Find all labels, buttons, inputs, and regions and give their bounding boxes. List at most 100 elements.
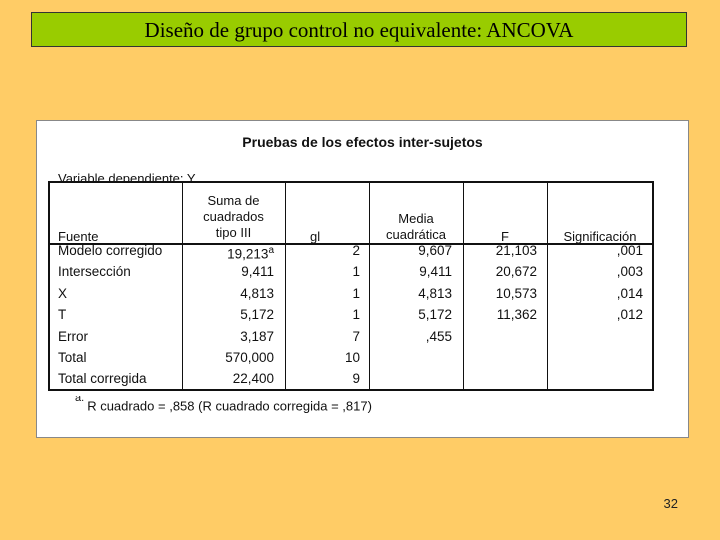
column-divider — [547, 183, 548, 389]
column-divider — [285, 183, 286, 389]
header-f: F — [501, 229, 509, 243]
page-number: 32 — [663, 496, 678, 511]
cell-f: 20,672 — [463, 261, 537, 282]
cell-sig: ,012 — [547, 304, 643, 325]
cell-value: 9,411 — [419, 264, 452, 280]
cell-sig: ,003 — [547, 261, 643, 282]
cell-suma: 3,187 — [182, 326, 274, 347]
cell-f: 11,362 — [463, 304, 537, 325]
cell-value: ,455 — [425, 328, 452, 344]
header-suma-line: tipo III — [215, 225, 252, 240]
cell-gl: 1 — [285, 283, 360, 304]
cell-sig — [547, 326, 643, 347]
cell-gl: 7 — [285, 326, 360, 347]
column-divider — [182, 183, 183, 389]
header-significacion: Significación — [563, 229, 637, 243]
cell-fuente: Error — [58, 326, 180, 347]
header-suma-line: Suma de — [207, 193, 260, 208]
header-media: Media cuadrática — [369, 211, 463, 243]
column-divider — [463, 183, 464, 389]
cell-media: 9,607 — [369, 240, 452, 261]
header-divider — [50, 243, 652, 245]
cell-value: 1 — [352, 307, 360, 323]
cell-value: 5,172 — [240, 307, 274, 323]
cell-media — [369, 347, 452, 368]
cell-value: Error — [58, 328, 88, 344]
cell-value: Intersección — [58, 264, 131, 280]
cell-media: 4,813 — [369, 283, 452, 304]
cell-suma: 5,172 — [182, 304, 274, 325]
dependent-variable-label: Variable dependiente: Y — [58, 172, 196, 182]
slide-title: Diseño de grupo control no equivalente: … — [31, 12, 687, 47]
cell-value: 4,813 — [240, 285, 274, 301]
cell-value: Total — [58, 350, 87, 365]
cell-suma: 570,000 — [182, 347, 274, 368]
footnote-text: R cuadrado = ,858 (R cuadrado corregida … — [87, 398, 372, 414]
header-fuente: Fuente — [58, 229, 99, 243]
cell-gl: 10 — [285, 347, 360, 368]
cell-fuente: X — [58, 283, 180, 304]
header-media-line: cuadrática — [386, 227, 446, 242]
cell-value: 4,813 — [418, 285, 452, 301]
effects-table: Fuente Suma de cuadrados tipo III gl Med… — [48, 181, 654, 391]
cell-value: 7 — [352, 328, 360, 344]
cell-value: Modelo corregido — [58, 243, 163, 258]
cell-value: Total corregida — [58, 371, 147, 387]
cell-gl: 1 — [285, 261, 360, 282]
header-gl: gl — [310, 229, 321, 243]
cell-value: 1 — [352, 264, 360, 280]
cell-gl: 2 — [285, 240, 360, 261]
cell-value: ,012 — [616, 307, 643, 323]
anova-output-image: Pruebas de los efectos inter-sujetos Var… — [36, 120, 689, 438]
cell-sig — [547, 368, 643, 389]
header-suma-line: cuadrados — [203, 209, 264, 224]
cell-f: 21,103 — [463, 240, 537, 261]
cell-value: 10 — [344, 350, 360, 365]
cell-f — [463, 347, 537, 368]
cell-value: ,001 — [616, 243, 643, 258]
column-divider — [369, 183, 370, 389]
header-media-line: Media — [398, 211, 434, 226]
cell-fuente: Total — [58, 347, 180, 368]
cell-fuente: Total corregida — [58, 368, 180, 389]
cell-value: 19,213 — [227, 246, 269, 262]
footnote-marker: a — [268, 245, 274, 256]
cell-value: ,003 — [616, 264, 643, 280]
cell-value: 20,672 — [495, 264, 537, 280]
cell-fuente: T — [58, 304, 180, 325]
cell-f — [463, 326, 537, 347]
cell-value: X — [58, 285, 68, 301]
header-suma: Suma de cuadrados tipo III — [182, 193, 285, 243]
cell-sig: ,001 — [547, 240, 643, 261]
cell-suma: 9,411 — [182, 261, 274, 282]
cell-media: 9,411 — [369, 261, 452, 282]
cell-gl: 1 — [285, 304, 360, 325]
cell-value: 10,573 — [495, 285, 537, 301]
cell-value: 11,362 — [496, 307, 537, 323]
cell-value: ,014 — [616, 285, 643, 301]
cell-sig: ,014 — [547, 283, 643, 304]
cell-media: ,455 — [369, 326, 452, 347]
cell-f — [463, 368, 537, 389]
cell-value: 22,400 — [232, 371, 274, 387]
cell-value: 3,187 — [240, 328, 274, 344]
cell-value: 1 — [352, 285, 360, 301]
cell-value: 9,607 — [418, 243, 452, 258]
cell-f: 10,573 — [463, 283, 537, 304]
cell-value: 2 — [352, 243, 360, 258]
cell-value: 9 — [352, 371, 360, 387]
cell-fuente: Modelo corregido — [58, 240, 180, 261]
cell-value: 5,172 — [418, 307, 452, 323]
table-footnote: a.R cuadrado = ,858 (R cuadrado corregid… — [75, 396, 372, 414]
cell-sig — [547, 347, 643, 368]
cell-value: 9,411 — [241, 264, 274, 280]
cell-media: 5,172 — [369, 304, 452, 325]
cell-value: T — [58, 307, 67, 323]
cell-suma: 19,213a — [182, 240, 274, 262]
cell-media — [369, 368, 452, 389]
cell-value: 570,000 — [225, 350, 274, 365]
cell-gl: 9 — [285, 368, 360, 389]
table-title: Pruebas de los efectos inter-sujetos — [242, 134, 483, 150]
cell-value: 21,103 — [495, 243, 537, 258]
cell-fuente: Intersección — [58, 261, 180, 282]
